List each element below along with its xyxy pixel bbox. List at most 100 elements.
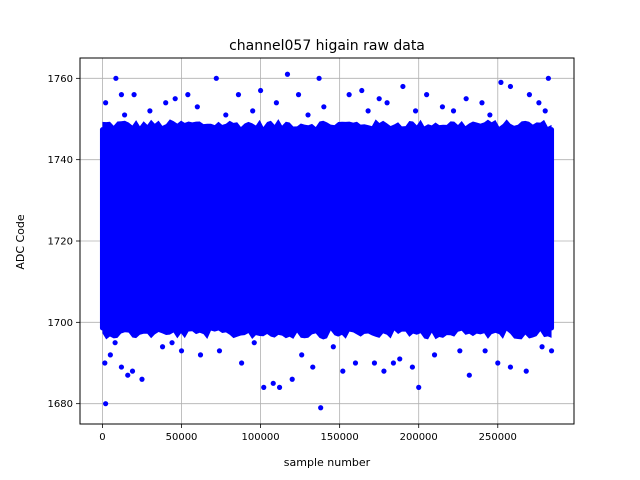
data-point bbox=[310, 364, 316, 370]
data-point bbox=[270, 380, 276, 386]
data-point bbox=[507, 83, 514, 90]
data-point bbox=[129, 368, 136, 374]
data-point bbox=[397, 356, 403, 362]
data-point bbox=[409, 364, 415, 370]
data-point bbox=[316, 75, 322, 81]
data-point bbox=[163, 100, 169, 106]
data-point bbox=[507, 364, 514, 370]
data-point bbox=[424, 92, 430, 98]
data-point bbox=[548, 348, 555, 354]
x-tick-label: 200000 bbox=[400, 432, 438, 443]
dense-band-layer bbox=[99, 119, 555, 340]
data-point bbox=[431, 352, 438, 358]
data-point bbox=[121, 112, 128, 118]
x-tick-label: 0 bbox=[99, 432, 105, 443]
data-point bbox=[352, 360, 359, 366]
data-point bbox=[523, 368, 529, 374]
dense-sample-band bbox=[99, 127, 555, 331]
data-point bbox=[147, 108, 153, 114]
data-point bbox=[416, 384, 422, 390]
data-point bbox=[113, 75, 119, 81]
ticks-layer: 0 50000 100000 150000 200000 250000 1680 1700 17… bbox=[48, 74, 517, 443]
data-point bbox=[536, 100, 542, 106]
data-point bbox=[178, 348, 185, 354]
data-point bbox=[169, 340, 175, 346]
data-point bbox=[318, 405, 324, 411]
data-point bbox=[103, 100, 109, 106]
data-point bbox=[284, 71, 291, 77]
data-point bbox=[545, 75, 551, 81]
y-tick-label: 1760 bbox=[48, 74, 73, 85]
data-point bbox=[159, 344, 166, 350]
data-point bbox=[390, 360, 397, 366]
y-tick-label: 1700 bbox=[48, 318, 73, 329]
data-point bbox=[185, 92, 191, 98]
data-point bbox=[495, 360, 501, 366]
data-point bbox=[526, 92, 533, 98]
data-point bbox=[479, 100, 485, 106]
data-point bbox=[439, 104, 446, 110]
data-point bbox=[194, 104, 200, 110]
data-point bbox=[139, 376, 145, 382]
data-point bbox=[487, 112, 493, 118]
data-point bbox=[216, 348, 223, 354]
data-point bbox=[251, 340, 257, 346]
y-tick-label: 1740 bbox=[48, 155, 73, 166]
x-tick-label: 100000 bbox=[241, 432, 279, 443]
data-point bbox=[305, 112, 311, 118]
data-point bbox=[112, 340, 118, 346]
data-point bbox=[482, 348, 488, 354]
data-point bbox=[340, 368, 346, 374]
x-tick-label: 150000 bbox=[321, 432, 359, 443]
data-point bbox=[273, 100, 279, 106]
data-point bbox=[466, 372, 472, 378]
data-point bbox=[359, 87, 365, 94]
data-point bbox=[450, 108, 457, 114]
data-point bbox=[223, 112, 229, 118]
data-point bbox=[463, 96, 469, 102]
data-point bbox=[261, 384, 267, 390]
x-tick-label: 50000 bbox=[166, 432, 198, 443]
band-lower-edge bbox=[102, 329, 552, 340]
data-point bbox=[239, 360, 245, 366]
data-point bbox=[365, 108, 371, 114]
band-upper-edge bbox=[102, 119, 552, 129]
data-point bbox=[376, 96, 382, 102]
data-point bbox=[172, 96, 178, 102]
data-point bbox=[321, 104, 327, 110]
data-point bbox=[498, 79, 504, 85]
data-point bbox=[295, 92, 302, 98]
data-point bbox=[107, 352, 113, 358]
data-point bbox=[289, 376, 295, 382]
data-point bbox=[381, 368, 387, 374]
data-point bbox=[131, 92, 137, 98]
points-layer bbox=[102, 71, 555, 411]
y-tick-label: 1680 bbox=[48, 399, 73, 410]
data-point bbox=[257, 87, 264, 94]
data-point bbox=[235, 92, 242, 98]
x-tick-label: 250000 bbox=[479, 432, 517, 443]
data-point bbox=[412, 108, 419, 114]
data-point bbox=[102, 360, 108, 366]
data-point bbox=[457, 348, 463, 354]
data-point bbox=[384, 100, 390, 106]
data-point bbox=[299, 352, 305, 358]
data-point bbox=[197, 352, 204, 358]
data-point bbox=[346, 92, 352, 98]
data-point bbox=[213, 75, 219, 81]
data-point bbox=[542, 108, 548, 114]
data-point bbox=[103, 401, 109, 407]
y-axis-label: ADC Code bbox=[14, 214, 27, 270]
data-point bbox=[276, 384, 283, 390]
data-point bbox=[118, 92, 125, 98]
data-point bbox=[539, 344, 545, 350]
data-point bbox=[118, 364, 125, 370]
data-point bbox=[371, 360, 378, 366]
data-point bbox=[125, 372, 131, 378]
chart-title: channel057 higain raw data bbox=[229, 38, 425, 54]
y-tick-label: 1720 bbox=[48, 237, 73, 248]
data-point bbox=[330, 344, 336, 350]
x-axis-label: sample number bbox=[284, 456, 371, 469]
data-point bbox=[250, 108, 256, 114]
